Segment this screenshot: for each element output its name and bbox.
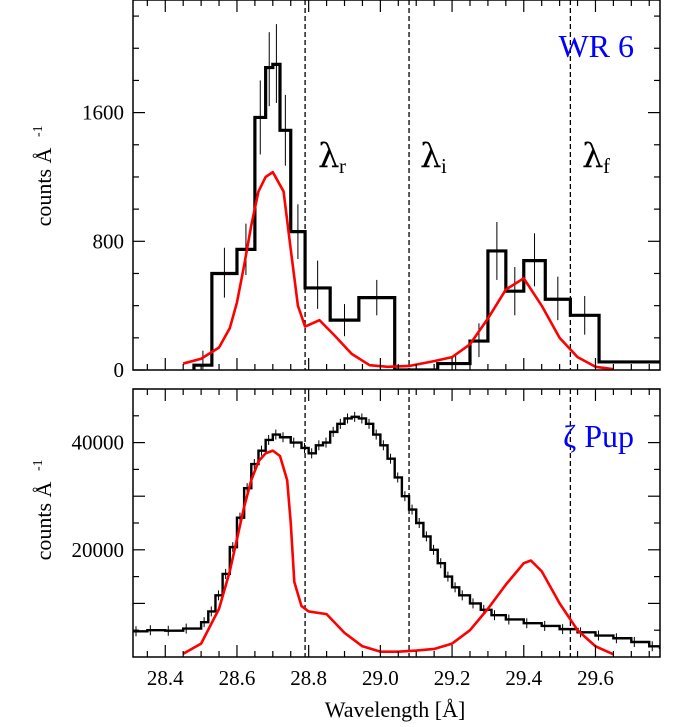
panel-top-plot: 0 800 1600 [82, 0, 661, 382]
panel-bottom-label: ζ Pup [563, 418, 634, 454]
x-tick-label-6: 29.6 [577, 666, 614, 690]
panel-bottom: ζ Pup counts Å -1 [31, 418, 634, 560]
panel-top-y-tick-label-0: 0 [114, 358, 125, 382]
panel-top: WR 6 λ r λ i λ f counts Å -1 [31, 28, 634, 226]
panel-top-line-markers: λ r λ i λ f [318, 136, 610, 178]
panel-top-series [182, 24, 660, 370]
panel-top-model-curve [182, 170, 614, 370]
panel-bottom-ylabel: counts Å [31, 481, 56, 560]
line-marker-i-label: λ [420, 136, 442, 176]
line-marker-r-sub: r [339, 154, 346, 178]
panel-top-y-title: counts Å -1 [31, 125, 56, 226]
panel-top-data-histogram [192, 62, 660, 370]
line-marker-r-label: λ [318, 136, 340, 176]
panel-top-ylabel-sup: -1 [31, 125, 46, 137]
line-marker-f: λ f [582, 136, 610, 178]
panel-top-ylabel: counts Å [31, 147, 56, 226]
panel-top-y-tick-label-2: 1600 [82, 101, 124, 125]
x-tick-label-3: 29.0 [362, 666, 399, 690]
panel-bottom-y-title: counts Å -1 [31, 459, 56, 560]
x-tick-label-2: 28.8 [290, 666, 327, 690]
panel-bottom-y-tick-label-0: 20000 [72, 538, 125, 562]
panel-bottom-series [133, 411, 660, 656]
panel-bottom-ylabel-sup: -1 [31, 459, 46, 471]
line-marker-r: λ r [318, 136, 346, 178]
x-tick-label-4: 29.2 [434, 666, 471, 690]
line-marker-i-sub: i [441, 154, 447, 178]
panel-top-label: WR 6 [558, 28, 634, 64]
line-marker-f-label: λ [582, 136, 604, 176]
panel-bottom-y-tick-label-1: 40000 [72, 431, 125, 455]
panel-bottom-model-curve [182, 449, 614, 656]
line-marker-f-sub: f [603, 154, 610, 178]
x-tick-label-5: 29.4 [505, 666, 542, 690]
x-axis-title: Wavelength [Å] [325, 697, 466, 722]
x-tick-label-1: 28.6 [219, 666, 256, 690]
panel-bottom-plot: 20000 40000 [72, 388, 661, 658]
panel-top-frame [132, 0, 661, 371]
line-marker-i: λ i [420, 136, 447, 178]
panel-top-y-tick-label-1: 800 [93, 229, 125, 253]
x-tick-label-0: 28.4 [147, 666, 184, 690]
